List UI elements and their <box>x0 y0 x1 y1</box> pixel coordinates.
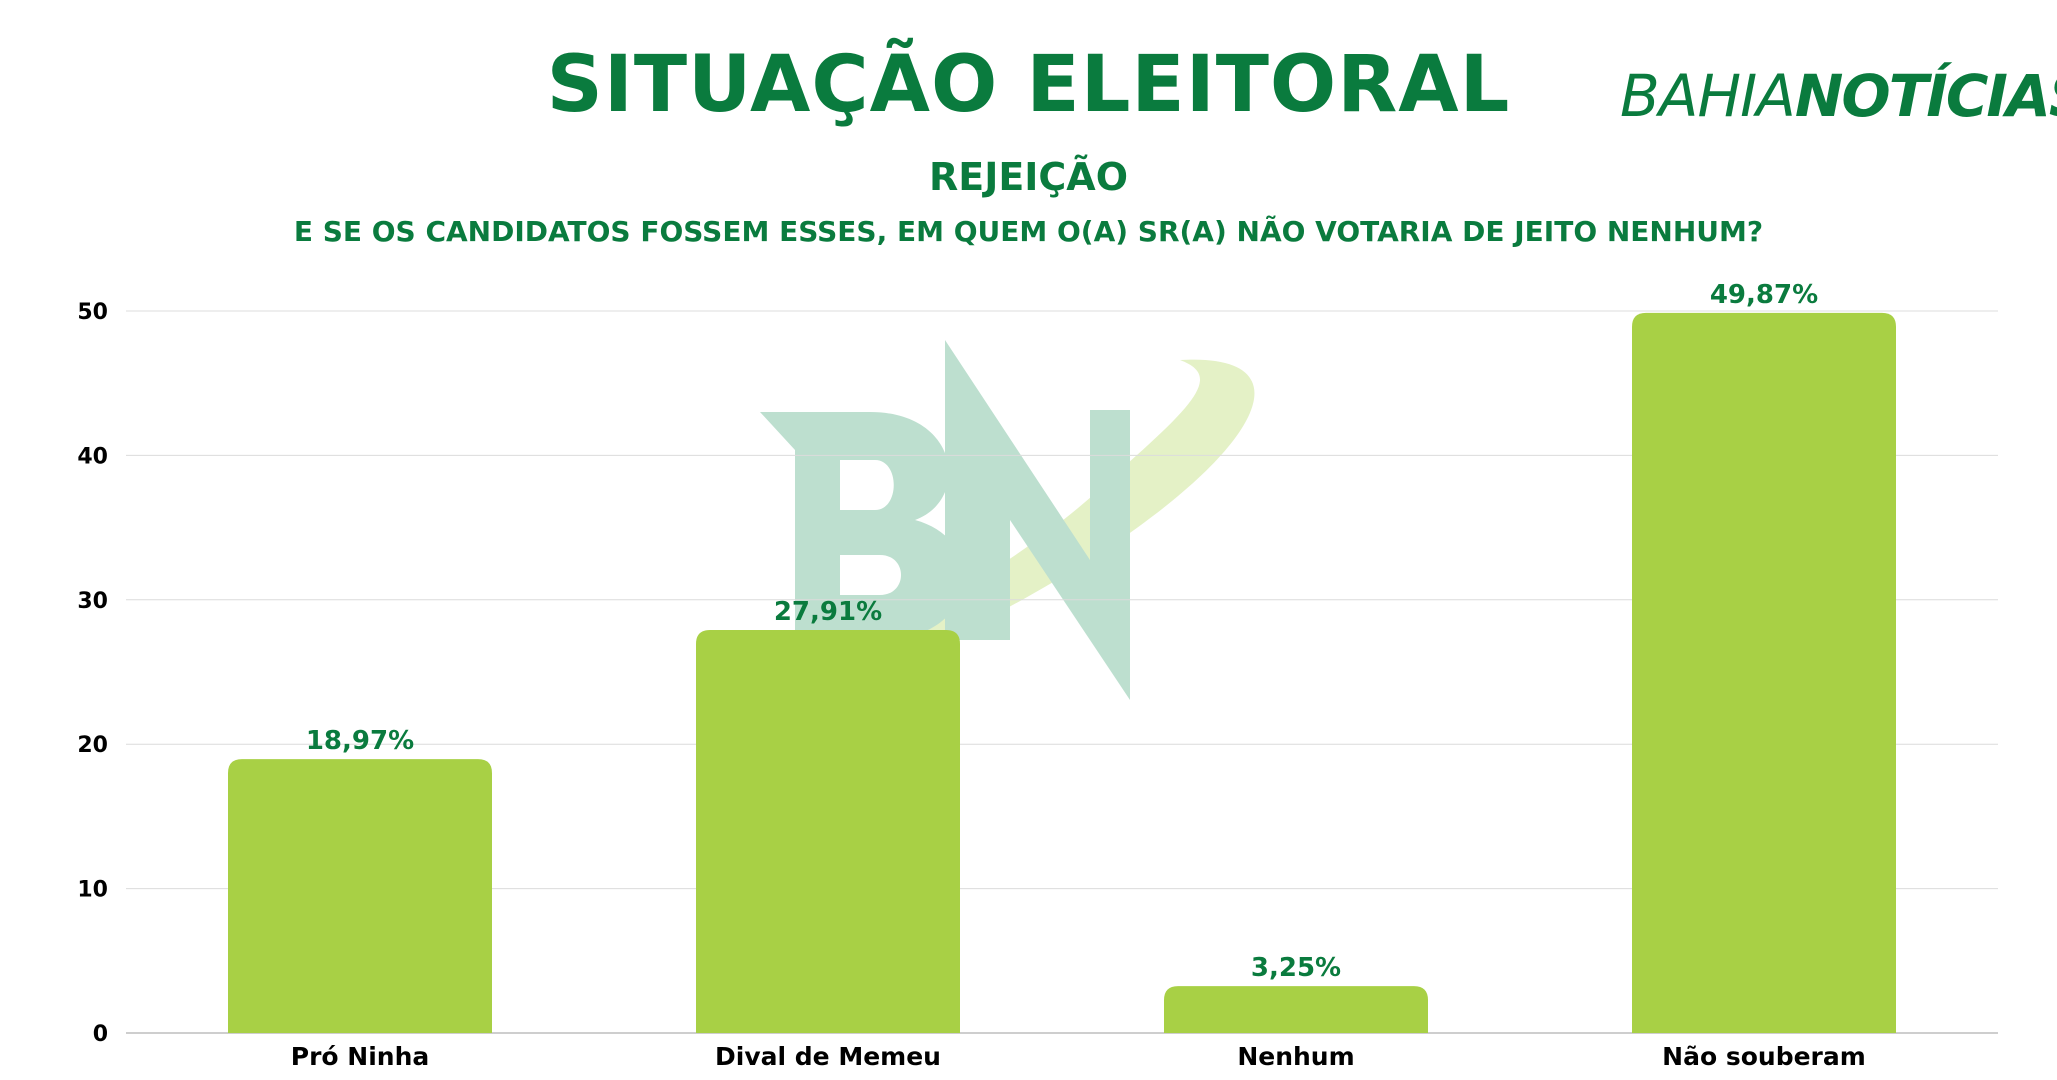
bar <box>696 629 960 1033</box>
logo-part-bahia: BAHIA <box>1620 62 1796 130</box>
y-tick-label: 30 <box>77 589 108 614</box>
category-label: Dival de Memeu <box>715 1042 941 1071</box>
bar <box>1164 986 1428 1033</box>
bar <box>1632 312 1896 1033</box>
y-tick-label: 0 <box>93 1022 108 1047</box>
bar <box>228 759 492 1033</box>
bn-watermark-icon <box>700 340 1255 712</box>
data-label: 49,87% <box>1710 280 1818 310</box>
category-label: Pró Ninha <box>291 1042 430 1071</box>
labels: 0 10 20 30 40 50 18,97% Pró Ninha 27,91% Dival de… <box>77 280 1865 1071</box>
chart-title: SITUAÇÃO ELEITORAL <box>546 40 1511 130</box>
y-tick-label: 50 <box>77 300 108 325</box>
data-label: 27,91% <box>774 597 882 627</box>
data-label: 18,97% <box>306 726 414 756</box>
y-tick-label: 40 <box>77 444 108 469</box>
y-tick-label: 10 <box>77 878 108 903</box>
data-label: 3,25% <box>1251 953 1341 983</box>
bars <box>228 312 1896 1033</box>
bahia-noticias-logo: BAHIANOTÍCIAS <box>1620 62 2057 130</box>
y-tick-label: 20 <box>77 733 108 758</box>
category-label: Não souberam <box>1662 1042 1866 1071</box>
category-label: Nenhum <box>1237 1042 1354 1071</box>
logo-part-noticias: NOTÍCIAS <box>1794 62 2057 130</box>
chart-subtitle: REJEIÇÃO <box>928 155 1129 199</box>
survey-question: E SE OS CANDIDATOS FOSSEM ESSES, EM QUEM… <box>293 215 1764 248</box>
